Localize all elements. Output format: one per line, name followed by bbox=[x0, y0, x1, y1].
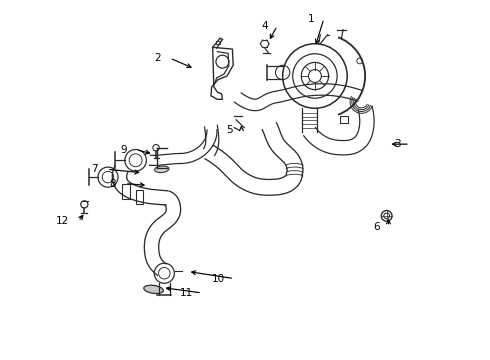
Text: 1: 1 bbox=[308, 14, 315, 24]
Bar bbox=[136, 190, 143, 204]
Ellipse shape bbox=[155, 166, 169, 172]
Text: 12: 12 bbox=[56, 216, 69, 226]
Bar bbox=[340, 116, 348, 123]
Ellipse shape bbox=[144, 285, 163, 293]
Text: 8: 8 bbox=[109, 179, 116, 189]
Bar bbox=[216, 41, 220, 44]
Text: 3: 3 bbox=[394, 139, 401, 149]
Text: 4: 4 bbox=[262, 21, 269, 31]
Text: 7: 7 bbox=[91, 164, 98, 174]
Text: 6: 6 bbox=[373, 222, 379, 231]
Text: 9: 9 bbox=[120, 144, 126, 154]
Text: 2: 2 bbox=[154, 53, 161, 63]
Bar bbox=[122, 184, 129, 199]
Text: 11: 11 bbox=[180, 288, 193, 298]
Text: 10: 10 bbox=[212, 274, 225, 284]
Text: 5: 5 bbox=[226, 125, 232, 135]
